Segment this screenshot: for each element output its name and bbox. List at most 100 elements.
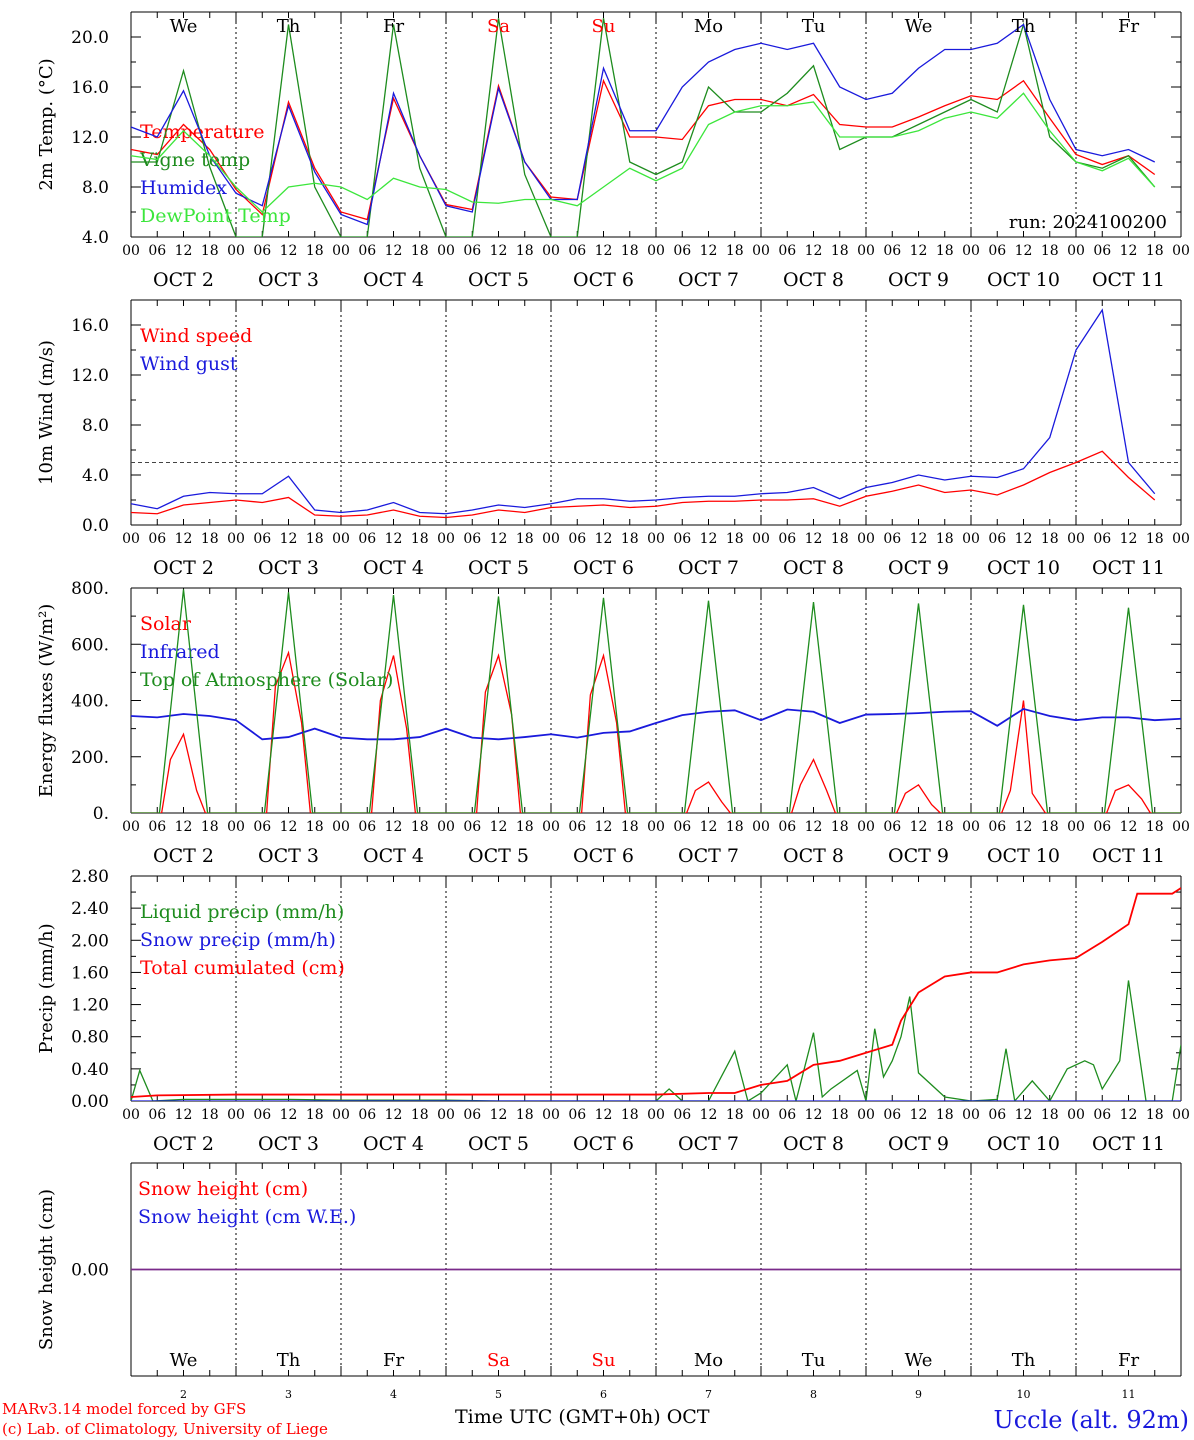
- day-name-bottom: Th: [277, 1350, 301, 1371]
- hour-label: 18: [1041, 531, 1059, 547]
- day-name-top: We: [170, 16, 198, 37]
- hour-label: 12: [910, 243, 928, 259]
- hour-label: 12: [910, 819, 928, 835]
- run-annotation: run: 2024100200: [1009, 212, 1167, 233]
- hour-label: 18: [201, 243, 219, 259]
- hour-label: 06: [148, 1107, 166, 1123]
- series-line-green: [131, 589, 1181, 813]
- y-axis-label: 10m Wind (m/s): [36, 340, 57, 485]
- legend-entry: Humidex: [140, 177, 227, 199]
- day-number: 9: [915, 1388, 922, 1401]
- hour-label: 18: [936, 531, 954, 547]
- hour-label: 00: [647, 243, 665, 259]
- date-label: OCT 6: [573, 557, 634, 579]
- date-label: OCT 5: [468, 269, 529, 291]
- series-line-lightgreen: [131, 92, 1156, 213]
- y-tick-label: 2.80: [71, 867, 109, 887]
- y-tick-label: 16.0: [71, 316, 109, 336]
- y-tick-label: 800.: [71, 579, 109, 599]
- date-label: OCT 6: [573, 269, 634, 291]
- date-label: OCT 8: [783, 269, 844, 291]
- hour-label: 06: [568, 1107, 586, 1123]
- date-label: OCT 3: [258, 269, 319, 291]
- hour-label: 18: [726, 531, 744, 547]
- hour-label: 06: [358, 243, 376, 259]
- hour-label: 12: [805, 243, 823, 259]
- hour-label: 18: [411, 1107, 429, 1123]
- legend-entry: Vigne temp: [139, 149, 250, 171]
- hour-label: 12: [595, 243, 613, 259]
- series-line-green: [131, 18, 1156, 237]
- day-number: 7: [705, 1388, 712, 1401]
- y-tick-label: 0.00: [71, 1261, 109, 1281]
- date-label: OCT 4: [363, 1133, 424, 1155]
- panel-precip: 0.00 0.40 0.80 1.20 1.60 2.00 2.40 2.80 Precip (…: [36, 867, 1190, 1155]
- hour-label: 06: [253, 1107, 271, 1123]
- hour-label: 06: [1093, 1107, 1111, 1123]
- series-line-red: [131, 78, 1156, 221]
- hour-label: 06: [673, 243, 691, 259]
- y-tick-label: 1.60: [71, 963, 109, 983]
- hour-label: 06: [463, 531, 481, 547]
- hour-label: 00: [857, 1107, 875, 1123]
- hour-label: 18: [1146, 531, 1164, 547]
- date-label: OCT 8: [783, 845, 844, 867]
- date-label: OCT 10: [987, 269, 1060, 291]
- station-label: Uccle (alt. 92m): [993, 1406, 1189, 1434]
- hour-label: 06: [463, 1107, 481, 1123]
- hour-label: 00: [437, 819, 455, 835]
- date-label: OCT 2: [153, 845, 214, 867]
- y-tick-label: 200.: [71, 748, 109, 768]
- hour-label: 12: [280, 1107, 298, 1123]
- hour-label: 12: [490, 1107, 508, 1123]
- hour-label: 00: [962, 531, 980, 547]
- hour-label: 00: [857, 819, 875, 835]
- hour-label: 18: [726, 819, 744, 835]
- hour-label: 18: [831, 243, 849, 259]
- hour-label: 12: [1015, 531, 1033, 547]
- y-axis-label: Energy fluxes (W/m²): [36, 604, 57, 798]
- hour-label: 18: [621, 819, 639, 835]
- legend-entry: Snow precip (mm/h): [140, 929, 336, 951]
- hour-label: 00: [227, 531, 245, 547]
- date-label: OCT 3: [258, 557, 319, 579]
- day-number: 10: [1017, 1388, 1031, 1401]
- date-label: OCT 9: [888, 269, 949, 291]
- date-label: OCT 11: [1092, 557, 1165, 579]
- date-label: OCT 11: [1092, 1133, 1165, 1155]
- hour-label: 00: [647, 531, 665, 547]
- y-tick-label: 20.0: [71, 28, 109, 48]
- date-label: OCT 9: [888, 557, 949, 579]
- date-label: OCT 5: [468, 557, 529, 579]
- y-tick-label: 12.0: [71, 366, 109, 386]
- date-label: OCT 5: [468, 845, 529, 867]
- hour-label: 18: [306, 531, 324, 547]
- day-number: 11: [1122, 1388, 1136, 1401]
- hour-label: 12: [595, 531, 613, 547]
- hour-label: 18: [306, 1107, 324, 1123]
- date-label: OCT 2: [153, 1133, 214, 1155]
- hour-label: 06: [463, 819, 481, 835]
- y-tick-label: 0.40: [71, 1060, 109, 1080]
- hour-label: 18: [516, 243, 534, 259]
- day-number: 8: [810, 1388, 817, 1401]
- day-name-top: Th: [1012, 16, 1036, 37]
- series-line-blue: [131, 308, 1156, 515]
- hour-label: 00: [1067, 1107, 1085, 1123]
- day-name-bottom: We: [170, 1350, 198, 1371]
- hour-label: 12: [175, 1107, 193, 1123]
- hour-label: 18: [1146, 243, 1164, 259]
- day-name-bottom: Mo: [694, 1350, 723, 1371]
- hour-label: 06: [568, 531, 586, 547]
- hour-label: 00: [122, 1107, 140, 1123]
- day-name-top: Mo: [694, 16, 723, 37]
- hour-label: 00: [1172, 1107, 1190, 1123]
- hour-label: 18: [516, 819, 534, 835]
- date-label: OCT 9: [888, 845, 949, 867]
- hour-label: 00: [332, 1107, 350, 1123]
- hour-label: 18: [411, 531, 429, 547]
- y-tick-label: 12.0: [71, 128, 109, 148]
- hour-label: 06: [673, 819, 691, 835]
- hour-label: 18: [621, 531, 639, 547]
- hour-label: 06: [673, 1107, 691, 1123]
